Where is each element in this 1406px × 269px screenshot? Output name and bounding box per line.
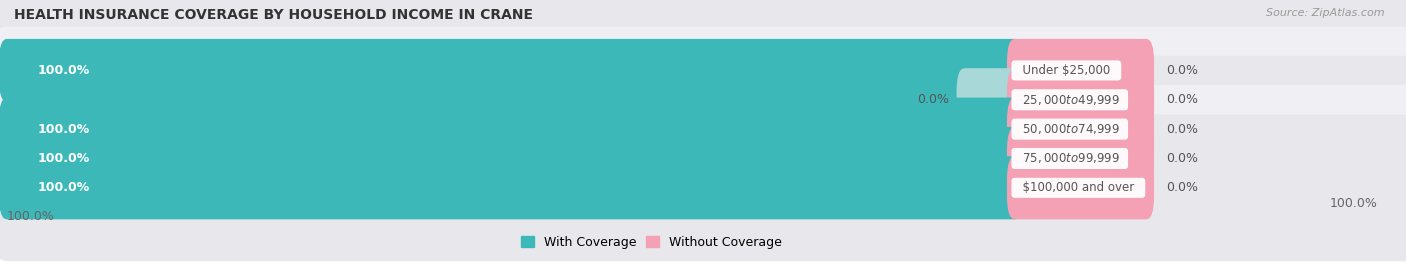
FancyBboxPatch shape: [1007, 68, 1154, 131]
FancyBboxPatch shape: [0, 39, 1024, 102]
Text: 100.0%: 100.0%: [38, 152, 90, 165]
Text: 0.0%: 0.0%: [1166, 123, 1198, 136]
FancyBboxPatch shape: [0, 127, 1024, 190]
Text: 0.0%: 0.0%: [918, 93, 949, 106]
Text: HEALTH INSURANCE COVERAGE BY HOUSEHOLD INCOME IN CRANE: HEALTH INSURANCE COVERAGE BY HOUSEHOLD I…: [14, 8, 533, 22]
FancyBboxPatch shape: [0, 26, 1406, 173]
FancyBboxPatch shape: [0, 85, 1406, 232]
Text: Source: ZipAtlas.com: Source: ZipAtlas.com: [1267, 8, 1385, 18]
Text: 0.0%: 0.0%: [1166, 181, 1198, 194]
FancyBboxPatch shape: [0, 0, 1406, 144]
FancyBboxPatch shape: [0, 56, 1406, 203]
Text: 0.0%: 0.0%: [1166, 93, 1198, 106]
FancyBboxPatch shape: [956, 68, 1024, 131]
Text: 0.0%: 0.0%: [1166, 64, 1198, 77]
Text: 100.0%: 100.0%: [7, 210, 55, 223]
FancyBboxPatch shape: [0, 156, 1024, 219]
Text: 100.0%: 100.0%: [38, 123, 90, 136]
Text: 100.0%: 100.0%: [38, 181, 90, 194]
Text: Under $25,000: Under $25,000: [1015, 64, 1118, 77]
Text: $50,000 to $74,999: $50,000 to $74,999: [1015, 122, 1125, 136]
Text: $100,000 and over: $100,000 and over: [1015, 181, 1142, 194]
FancyBboxPatch shape: [1007, 98, 1154, 161]
Text: $75,000 to $99,999: $75,000 to $99,999: [1015, 151, 1125, 165]
Legend: With Coverage, Without Coverage: With Coverage, Without Coverage: [522, 236, 782, 249]
FancyBboxPatch shape: [0, 98, 1024, 161]
FancyBboxPatch shape: [1007, 156, 1154, 219]
Text: 100.0%: 100.0%: [1330, 197, 1378, 210]
Text: $25,000 to $49,999: $25,000 to $49,999: [1015, 93, 1125, 107]
FancyBboxPatch shape: [0, 114, 1406, 261]
FancyBboxPatch shape: [1007, 39, 1154, 102]
Text: 100.0%: 100.0%: [38, 64, 90, 77]
FancyBboxPatch shape: [1007, 127, 1154, 190]
Text: 0.0%: 0.0%: [1166, 152, 1198, 165]
